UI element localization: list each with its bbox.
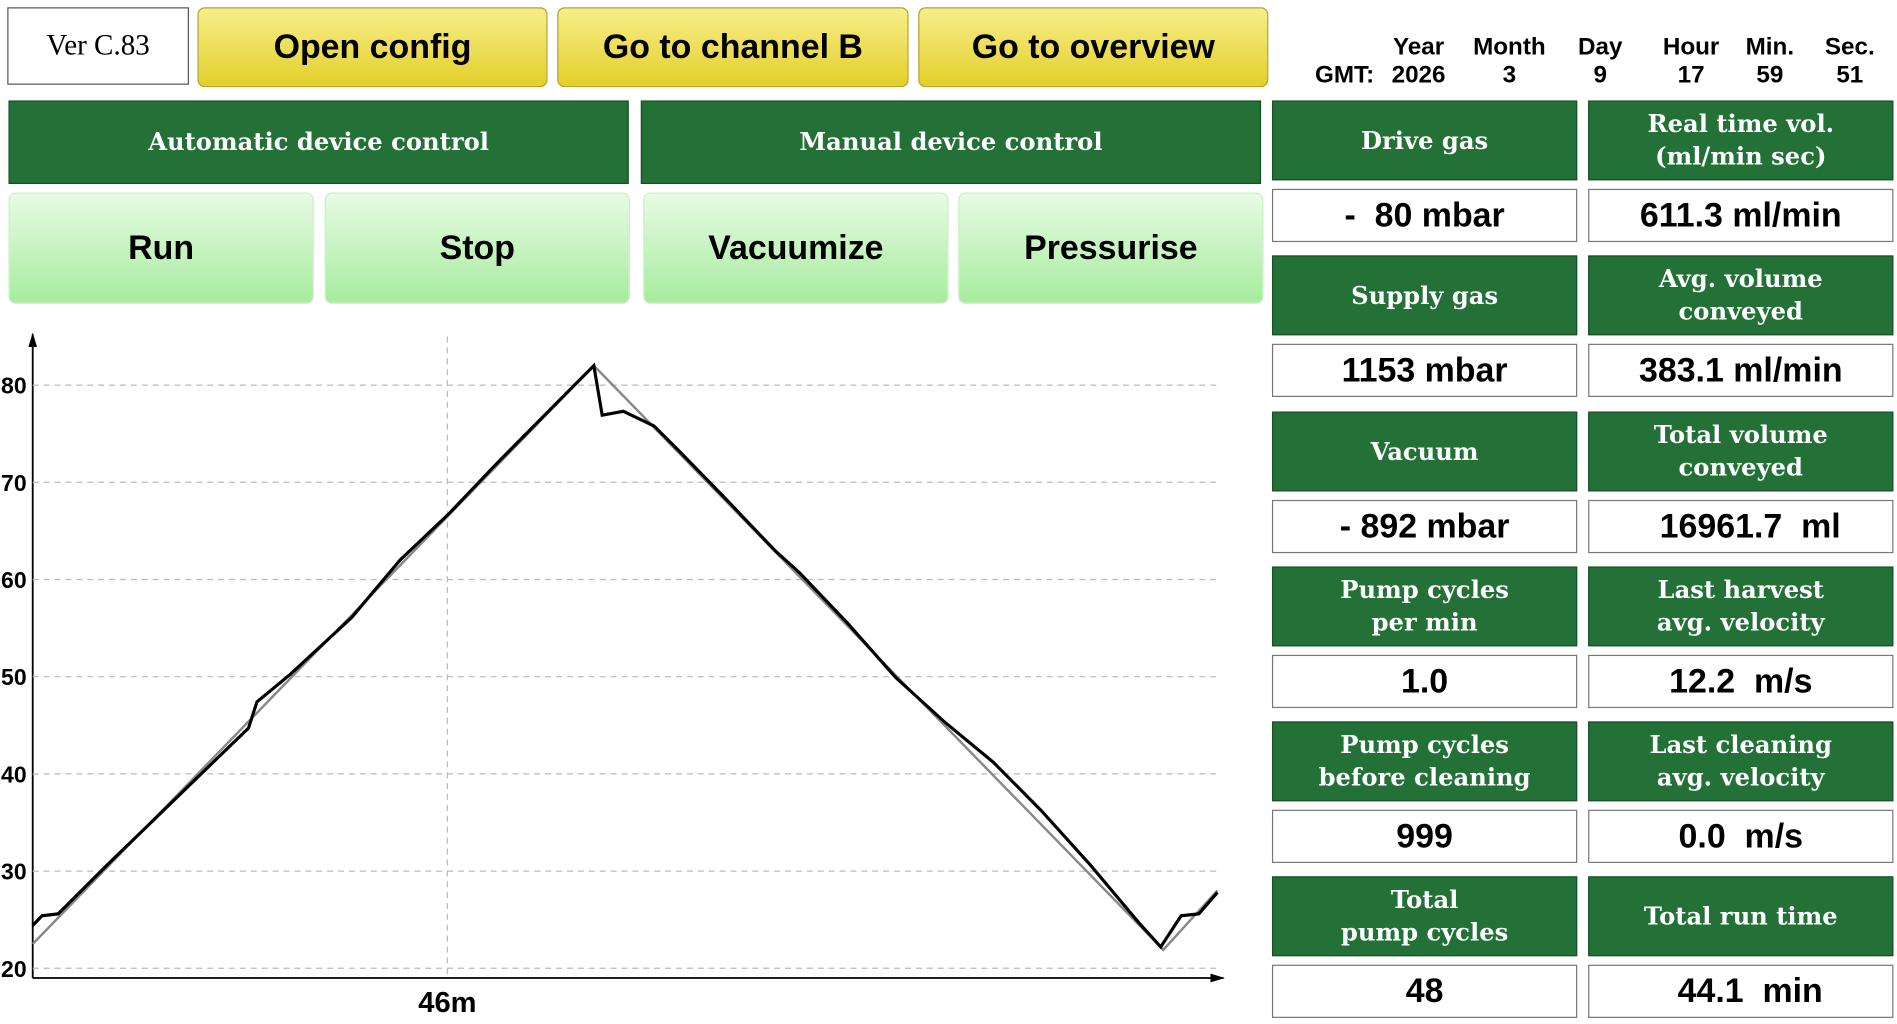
- y-tick-label: 60: [1, 567, 27, 593]
- gmt-column-value: 2026: [1391, 61, 1446, 89]
- control-button[interactable]: Pressurise: [958, 192, 1264, 304]
- gmt-column-value: 59: [1756, 61, 1784, 89]
- gmt-label: GMT:: [1315, 61, 1375, 89]
- gmt-column-value: 17: [1677, 61, 1705, 89]
- version: Ver C.83: [7, 7, 189, 85]
- panel-value: 383.1 ml/min: [1588, 343, 1894, 398]
- y-tick-label: 50: [1, 664, 27, 690]
- panel-label: Avg. volume conveyed: [1588, 255, 1894, 336]
- control-button[interactable]: Vacuumize: [643, 192, 949, 304]
- nav-button[interactable]: Open config: [197, 7, 548, 88]
- panel-value: - 80 mbar: [1271, 188, 1578, 243]
- data-line: [31, 362, 1219, 950]
- y-tick-label: 40: [1, 761, 27, 787]
- panel-label: Last harvest avg. velocity: [1588, 566, 1894, 647]
- panel-label: Real time vol. (ml/min sec): [1588, 100, 1894, 181]
- gmt-column-label: Month: [1473, 33, 1546, 61]
- panel-value: 12.2 m/s: [1588, 654, 1894, 709]
- panel-value: 999: [1271, 809, 1578, 864]
- gmt-column-value: 51: [1836, 61, 1864, 89]
- y-tick-label: 20: [1, 956, 27, 982]
- panel-value: 611.3 ml/min: [1588, 188, 1894, 243]
- panel-value: 16961.7 ml: [1588, 499, 1894, 554]
- panel-label: Vacuum: [1271, 411, 1578, 492]
- panel-label: Total run time: [1588, 876, 1894, 957]
- panel-label: Total pump cycles: [1271, 876, 1578, 957]
- panel-value: 44.1 min: [1588, 964, 1894, 1018]
- data-line: [31, 363, 1219, 952]
- control-button[interactable]: Stop: [324, 192, 630, 304]
- gmt-column-label: Year: [1392, 33, 1445, 61]
- y-tick-label: 70: [1, 470, 27, 496]
- panel-value: 1153 mbar: [1271, 343, 1578, 398]
- panel-label: Pump cycles before cleaning: [1271, 721, 1578, 802]
- gmt-column-value: 3: [1502, 61, 1517, 89]
- nav-button[interactable]: Go to channel B: [557, 7, 909, 88]
- gmt-column-label: Min.: [1745, 33, 1795, 61]
- gmt-column-label: Sec.: [1824, 33, 1875, 61]
- section-header: Automatic device control: [8, 100, 629, 184]
- panel-value: 48: [1271, 964, 1578, 1018]
- nav-button[interactable]: Go to overview: [918, 7, 1269, 88]
- control-button[interactable]: Run: [8, 192, 314, 304]
- panel-label: Last cleaning avg. velocity: [1588, 721, 1894, 802]
- section-header: Manual device control: [640, 100, 1262, 184]
- panel-value: - 892 mbar: [1271, 499, 1578, 554]
- gmt-column-label: Hour: [1662, 33, 1720, 61]
- x-tick-label: 46m: [418, 987, 476, 1019]
- panel-label: Drive gas: [1271, 100, 1578, 181]
- y-tick-label: 80: [1, 373, 27, 399]
- panel-label: Supply gas: [1271, 255, 1578, 336]
- panel-value: 0.0 m/s: [1588, 809, 1894, 864]
- panel-value: 1.0: [1271, 654, 1578, 709]
- panel-label: Pump cycles per min: [1271, 566, 1578, 647]
- y-tick-label: 30: [1, 859, 27, 885]
- panel-label: Total volume conveyed: [1588, 411, 1894, 492]
- trend-chart: 20 30 40 50 60 70 80 46m: [1, 332, 1225, 1019]
- gmt-column-value: 9: [1593, 61, 1607, 89]
- gmt-column-label: Day: [1578, 33, 1623, 61]
